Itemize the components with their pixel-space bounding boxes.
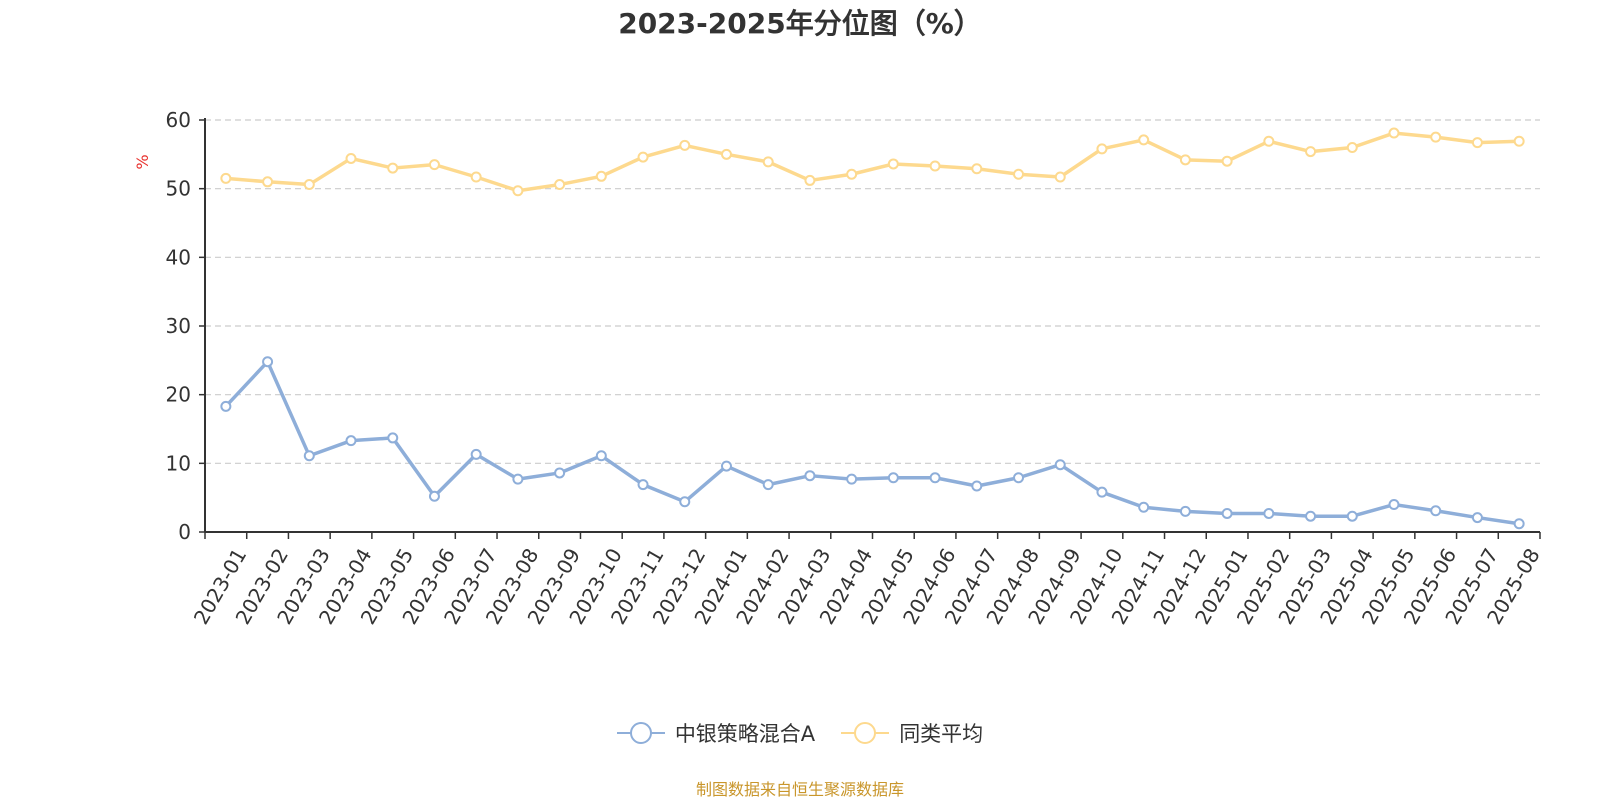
data-point-series-2 (804, 174, 816, 186)
data-point-series-2 (1388, 127, 1400, 139)
data-point-series-1 (1096, 486, 1108, 498)
legend-swatch-series-1 (616, 722, 665, 744)
data-point-series-2 (1513, 135, 1525, 147)
data-point-series-2 (762, 156, 774, 168)
data-point-series-2 (1138, 134, 1150, 146)
data-point-series-2 (846, 168, 858, 180)
data-point-series-1 (679, 496, 691, 508)
data-point-series-1 (720, 460, 732, 472)
data-point-series-1 (1513, 518, 1525, 530)
data-point-series-1 (929, 472, 941, 484)
data-point-series-1 (262, 356, 274, 368)
data-point-series-1 (345, 435, 357, 447)
data-point-series-1 (1138, 501, 1150, 513)
data-point-series-1 (428, 490, 440, 502)
data-point-series-2 (262, 176, 274, 188)
y-axis-label: % (133, 154, 152, 169)
data-point-series-2 (1179, 154, 1191, 166)
data-point-series-1 (762, 479, 774, 491)
data-point-series-1 (1221, 507, 1233, 519)
data-point-series-1 (1305, 510, 1317, 522)
series-line-2 (225, 131, 1520, 193)
data-point-series-2 (1096, 143, 1108, 155)
legend-label-series-1: 中银策略混合A (674, 722, 816, 746)
data-point-series-1 (971, 480, 983, 492)
y-tick-label: 30 (166, 314, 191, 338)
data-point-series-2 (470, 171, 482, 183)
data-point-series-2 (1054, 171, 1066, 183)
data-source-note: 制图数据来自恒生聚源数据库 (695, 780, 904, 799)
data-point-series-1 (804, 470, 816, 482)
data-point-series-2 (345, 152, 357, 164)
legend-item-series-2[interactable]: 同类平均 (841, 718, 983, 748)
data-point-series-2 (929, 160, 941, 172)
data-point-series-1 (470, 448, 482, 460)
data-point-series-1 (512, 473, 524, 485)
data-point-series-2 (1263, 135, 1275, 147)
data-point-series-1 (1471, 512, 1483, 524)
data-point-series-1 (595, 450, 607, 462)
legend-item-series-1[interactable]: 中银策略混合A (616, 718, 816, 748)
data-point-series-1 (1346, 510, 1358, 522)
data-point-series-2 (1305, 146, 1317, 158)
legend-swatch-series-2 (841, 722, 890, 744)
data-point-series-2 (720, 148, 732, 160)
y-tick-label: 50 (166, 177, 191, 201)
data-point-series-2 (428, 159, 440, 171)
data-point-series-2 (637, 151, 649, 163)
data-point-series-2 (1013, 168, 1025, 180)
data-point-series-2 (971, 163, 983, 175)
series-line-1 (224, 359, 1520, 526)
y-tick-label: 0 (178, 520, 191, 544)
data-point-series-1 (1388, 499, 1400, 511)
chart-title: 2023-2025年分位图（%） (618, 7, 982, 40)
data-point-series-2 (1471, 137, 1483, 149)
data-point-series-2 (1346, 141, 1358, 153)
data-point-series-2 (679, 139, 691, 151)
data-point-series-2 (1221, 155, 1233, 167)
chart-legend: 中银策略混合A 同类平均 (0, 718, 1600, 748)
data-point-series-2 (512, 185, 524, 197)
y-tick-label: 60 (166, 108, 191, 132)
data-point-series-1 (554, 467, 566, 479)
data-point-series-2 (1430, 131, 1442, 143)
data-point-series-1 (1054, 459, 1066, 471)
data-point-series-1 (887, 472, 899, 484)
data-point-series-1 (846, 473, 858, 485)
line-chart: 0102030405060%2023-012023-022023-032023-… (133, 108, 1545, 628)
legend-label-series-2: 同类平均 (899, 722, 984, 746)
data-point-series-1 (1179, 505, 1191, 517)
data-point-series-1 (387, 432, 399, 444)
data-point-series-1 (1013, 472, 1025, 484)
data-point-series-2 (220, 172, 232, 184)
data-point-series-1 (1430, 505, 1442, 517)
data-point-series-1 (637, 479, 649, 491)
y-tick-label: 10 (166, 451, 191, 475)
data-point-series-2 (554, 179, 566, 191)
data-point-series-2 (595, 170, 607, 182)
data-point-series-1 (303, 450, 315, 462)
data-point-series-2 (387, 162, 399, 174)
y-tick-label: 40 (166, 245, 191, 269)
data-point-series-2 (303, 179, 315, 191)
data-point-series-2 (887, 158, 899, 170)
y-tick-label: 20 (166, 383, 191, 407)
data-point-series-1 (220, 400, 232, 412)
data-point-series-1 (1263, 507, 1275, 519)
